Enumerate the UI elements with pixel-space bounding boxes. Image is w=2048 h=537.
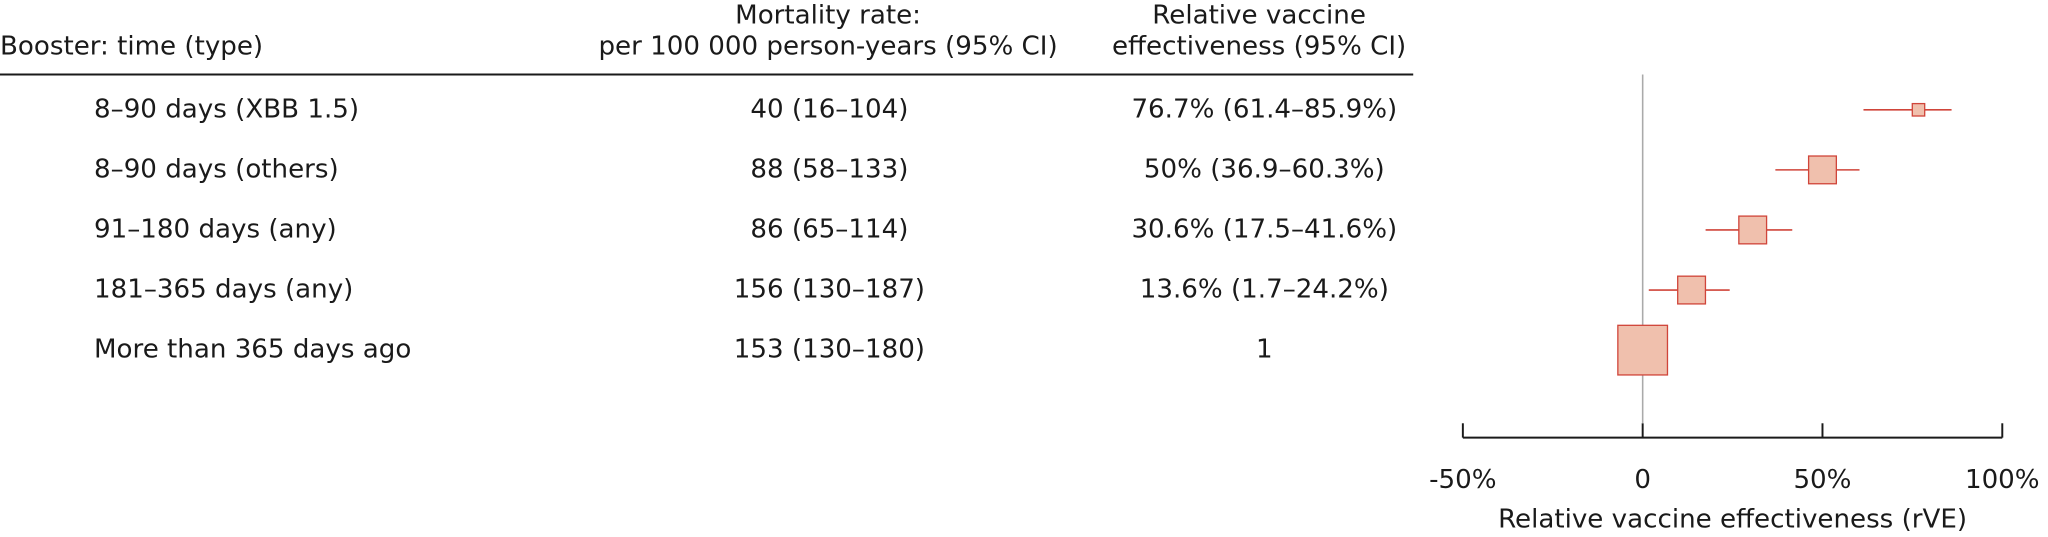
x-tick-label: 0 bbox=[1634, 465, 1651, 495]
column-header: Mortality rate: bbox=[735, 0, 921, 30]
row-label: More than 365 days ago bbox=[94, 335, 411, 365]
rve-text: 76.7% (61.4–85.9%) bbox=[1131, 94, 1397, 124]
estimate-box bbox=[1617, 324, 1669, 376]
column-header: per 100 000 person-years (95% CI) bbox=[598, 32, 1057, 62]
estimate-box bbox=[1807, 155, 1838, 185]
rve-text: 13.6% (1.7–24.2%) bbox=[1140, 275, 1389, 305]
rve-text: 30.6% (17.5–41.6%) bbox=[1131, 214, 1397, 244]
x-tick-label: 100% bbox=[1965, 465, 2040, 495]
column-header: Booster: time (type) bbox=[0, 32, 263, 62]
mortality-rate: 40 (16–104) bbox=[750, 94, 908, 124]
mortality-rate: 156 (130–187) bbox=[734, 275, 925, 305]
estimate-box bbox=[1677, 275, 1707, 305]
mortality-rate: 86 (65–114) bbox=[750, 214, 908, 244]
estimate-box bbox=[1738, 215, 1768, 245]
row-label: 8–90 days (others) bbox=[94, 154, 339, 184]
mortality-rate: 153 (130–180) bbox=[734, 335, 925, 365]
mortality-rate: 88 (58–133) bbox=[750, 154, 908, 184]
rve-text: 1 bbox=[1256, 335, 1273, 365]
column-header: Relative vaccine bbox=[1152, 0, 1366, 30]
rve-text: 50% (36.9–60.3%) bbox=[1144, 154, 1385, 184]
x-axis-title: Relative vaccine effectiveness (rVE) bbox=[1498, 504, 1967, 534]
row-label: 8–90 days (XBB 1.5) bbox=[94, 94, 359, 124]
column-header: effectiveness (95% CI) bbox=[1112, 32, 1406, 62]
x-tick-label: 50% bbox=[1793, 465, 1851, 495]
x-tick-label: -50% bbox=[1429, 465, 1496, 495]
estimate-box bbox=[1911, 102, 1926, 117]
row-label: 91–180 days (any) bbox=[94, 214, 337, 244]
row-label: 181–365 days (any) bbox=[94, 275, 353, 305]
